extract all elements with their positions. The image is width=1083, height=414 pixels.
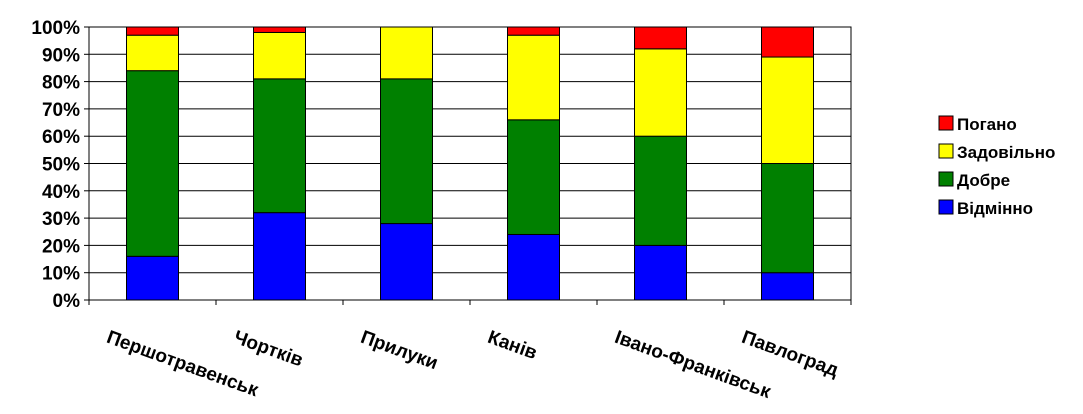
y-tick-label: 100%: [31, 18, 80, 39]
bar-segment-Добре: [253, 78, 306, 214]
y-tick-label: 10%: [42, 264, 80, 285]
gridlines: [89, 26, 851, 301]
legend-swatch: [938, 115, 954, 131]
bar-segment-Погано: [507, 26, 560, 36]
y-tick-label: 70%: [42, 100, 80, 121]
y-tick-label: 20%: [42, 236, 80, 257]
legend-label: Погано: [957, 115, 1017, 134]
legend-label: Задовільно: [957, 143, 1055, 162]
bar-segment-Добре: [634, 135, 687, 246]
bar-segment-Погано: [761, 26, 814, 58]
bar-segment-Відмінно: [126, 255, 179, 301]
bar-segment-Задовільно: [507, 34, 560, 121]
x-category-label: Канів: [485, 327, 540, 364]
bar-segment-Погано: [634, 26, 687, 50]
legend-label: Добре: [957, 171, 1010, 190]
bar-segment-Задовільно: [761, 56, 814, 164]
bar-segment-Відмінно: [634, 244, 687, 301]
bar-segment-Відмінно: [507, 233, 560, 301]
bars: [126, 26, 814, 301]
bar-segment-Задовільно: [380, 26, 433, 80]
bar-segment-Добре: [380, 78, 433, 225]
bar-segment-Відмінно: [253, 212, 306, 301]
y-tick-label: 0%: [53, 291, 81, 312]
legend-swatch: [938, 143, 954, 159]
legend-swatch: [938, 171, 954, 187]
legend: Погано Задовільно Добре Відмінно: [938, 115, 1055, 218]
x-category-label: Павлоград: [739, 327, 841, 381]
bar-segment-Добре: [761, 163, 814, 274]
legend-label: Відмінно: [957, 199, 1033, 218]
legend-swatch: [938, 199, 954, 215]
bar-segment-Погано: [126, 26, 179, 36]
x-category-label: Прилуки: [358, 327, 441, 374]
bar-segment-Добре: [126, 70, 179, 257]
bar-segment-Задовільно: [634, 48, 687, 137]
bar-segment-Відмінно: [380, 223, 433, 301]
y-tick-label: 50%: [42, 155, 80, 176]
y-tick-label: 80%: [42, 73, 80, 94]
axes: [84, 26, 852, 305]
y-tick-label: 90%: [42, 45, 80, 66]
y-tick-labels: 0% 10% 20% 30% 40% 50% 60% 70% 80% 90% 100%: [31, 18, 80, 312]
bar-segment-Відмінно: [761, 272, 814, 301]
bar-segment-Задовільно: [126, 34, 179, 72]
x-category-label: Чортків: [231, 327, 306, 371]
y-tick-label: 40%: [42, 182, 80, 203]
bar-segment-Добре: [507, 119, 560, 235]
y-tick-label: 30%: [42, 209, 80, 230]
bar-segment-Погано: [253, 26, 306, 33]
y-tick-label: 60%: [42, 127, 80, 148]
bar-segment-Задовільно: [253, 31, 306, 80]
